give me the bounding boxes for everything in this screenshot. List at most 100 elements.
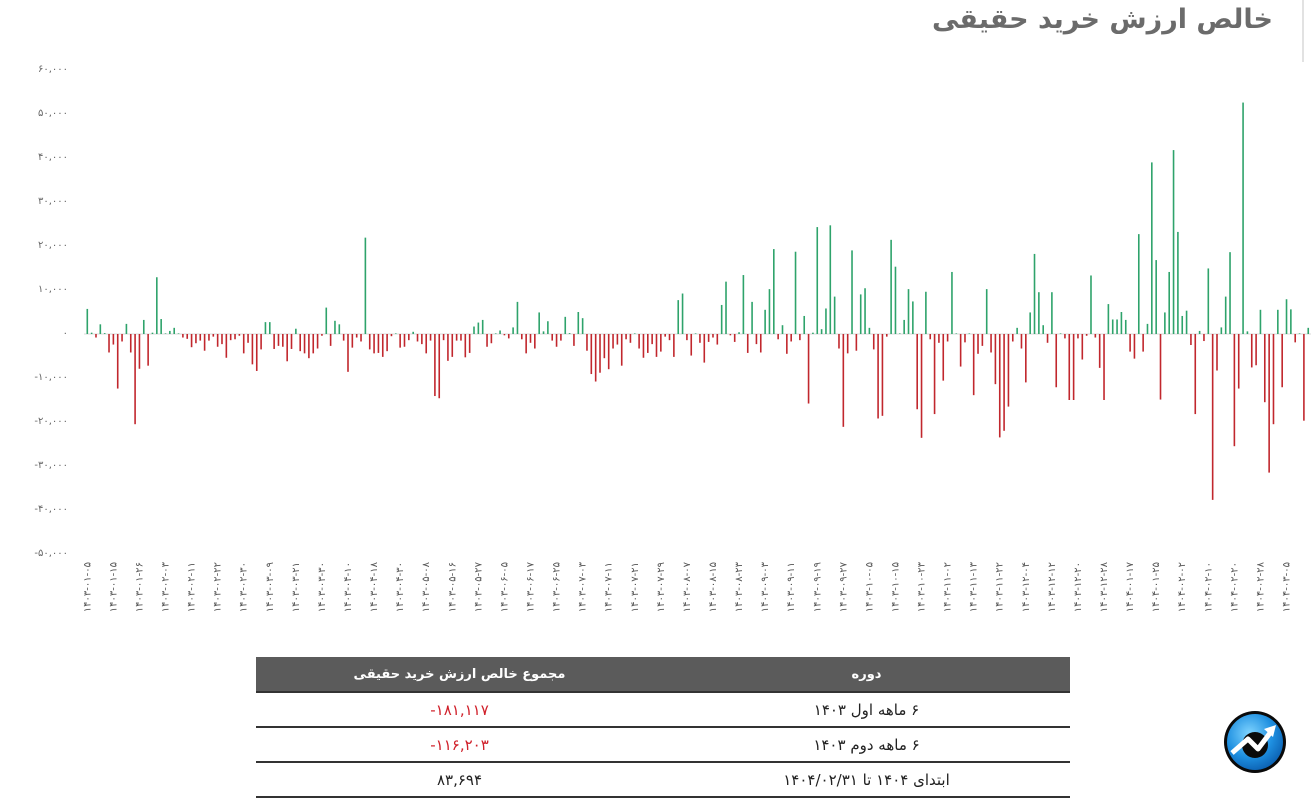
bar-positive bbox=[547, 321, 549, 334]
bar-positive bbox=[890, 239, 892, 334]
bar-negative bbox=[312, 334, 315, 354]
bar-negative bbox=[1211, 334, 1214, 500]
rising-chart-arrow-logo-icon bbox=[1224, 711, 1286, 773]
bar-negative bbox=[95, 334, 97, 338]
bar-negative bbox=[529, 334, 532, 343]
bar-positive bbox=[156, 277, 158, 334]
bar-positive bbox=[812, 332, 814, 334]
bar-negative bbox=[299, 334, 301, 352]
bar-negative bbox=[620, 334, 623, 366]
header-sum: مجموع خالص ارزش خرید حقیقی bbox=[256, 657, 663, 693]
x-tick-label: ۱۴۰۴-۰۱-۲۵ bbox=[1151, 562, 1162, 612]
bar-negative bbox=[229, 334, 232, 341]
bar-negative bbox=[972, 334, 975, 396]
bar-negative bbox=[195, 334, 197, 344]
bar-positive bbox=[903, 319, 905, 334]
bar-negative bbox=[1025, 334, 1027, 383]
bar-negative bbox=[208, 334, 210, 341]
bar-negative bbox=[777, 334, 779, 340]
bar-negative bbox=[451, 334, 454, 357]
bar-positive bbox=[1155, 260, 1157, 334]
sum-cell: ۸۳,۶۹۴ bbox=[256, 762, 663, 798]
bar-chart: ۶۰,۰۰۰ ۵۰,۰۰۰ ۴۰,۰۰۰ ۳۰,۰۰۰ ۲۰,۰۰۰ ۱۰,۰۰۰ ۰ -۱۰… bbox=[34, 64, 1311, 612]
y-tick-label: -۱۰,۰۰۰ bbox=[34, 372, 68, 383]
bar-positive bbox=[1137, 234, 1140, 334]
bar-negative bbox=[1250, 334, 1253, 368]
bar-positive bbox=[568, 333, 571, 334]
bar-negative bbox=[759, 334, 762, 353]
bar-negative bbox=[447, 334, 449, 361]
table-header-row: دوره مجموع خالص ارزش خرید حقیقی bbox=[256, 657, 1070, 693]
x-tick-label: ۱۴۰۳-۰۷-۱۱ bbox=[604, 562, 615, 612]
bar-positive bbox=[1277, 309, 1279, 334]
bar-negative bbox=[242, 334, 245, 354]
bar-negative bbox=[121, 334, 123, 342]
bar-positive bbox=[773, 249, 775, 334]
bar-negative bbox=[555, 334, 558, 347]
bar-positive bbox=[325, 307, 328, 334]
bar-positive bbox=[764, 309, 766, 334]
x-tick-label: ۱۴۰۳-۰۶-۲۵ bbox=[552, 562, 563, 612]
bar-negative bbox=[629, 334, 632, 343]
bar-negative bbox=[1081, 334, 1084, 360]
bar-positive bbox=[264, 322, 267, 334]
bar-negative bbox=[560, 334, 562, 341]
bar-negative bbox=[273, 334, 275, 349]
bar-positive bbox=[833, 296, 836, 334]
bar-negative bbox=[442, 334, 445, 341]
bar-positive bbox=[1051, 292, 1053, 334]
bar-negative bbox=[594, 334, 597, 382]
x-tick-label: ۱۴۰۳-۱۱-۱۳ bbox=[969, 561, 980, 612]
bar-negative bbox=[1303, 334, 1305, 421]
table-row: ۶ ماهه اول ۱۴۰۳ -۱۸۱,۱۱۷ bbox=[256, 692, 1070, 728]
bar-positive bbox=[825, 308, 827, 334]
bar-negative bbox=[838, 334, 840, 349]
bar-negative bbox=[933, 334, 936, 415]
bar-positive bbox=[164, 333, 167, 334]
x-tick-label: ۱۴۰۳-۰۱-۲۶ bbox=[134, 562, 145, 612]
bar-positive bbox=[1164, 312, 1166, 334]
bar-negative bbox=[381, 334, 384, 357]
bar-positive bbox=[1107, 304, 1110, 334]
bar-negative bbox=[916, 334, 918, 410]
bar-positive bbox=[581, 318, 584, 334]
x-tick-label: ۱۴۰۳-۰۸-۱۵ bbox=[708, 562, 719, 612]
x-tick-label: ۱۴۰۳-۱۲-۲۸ bbox=[1099, 561, 1110, 612]
bar-positive bbox=[1111, 319, 1114, 334]
bar-positive bbox=[803, 315, 806, 334]
bar-negative bbox=[134, 334, 136, 425]
bar-positive bbox=[1042, 325, 1044, 334]
x-tick-label: ۱۴۰۴-۰۲-۱۰ bbox=[1203, 562, 1214, 612]
bar-positive bbox=[412, 331, 414, 334]
bar-negative bbox=[699, 334, 701, 343]
y-tick-label: ۴۰,۰۰۰ bbox=[38, 152, 68, 163]
chart-title: خالص ارزش خرید حقیقی bbox=[931, 4, 1273, 35]
bar-negative bbox=[1272, 334, 1275, 425]
bar-positive bbox=[1059, 333, 1062, 334]
bar-negative bbox=[660, 334, 662, 352]
bar-negative bbox=[977, 334, 979, 354]
x-tick-label: ۱۴۰۳-۰۶-۰۵ bbox=[499, 562, 510, 612]
bar-negative bbox=[586, 334, 588, 351]
bar-negative bbox=[108, 334, 110, 353]
bar-positive bbox=[816, 227, 819, 334]
bar-negative bbox=[1011, 334, 1014, 342]
x-tick-label: ۱۴۰۳-۰۳-۲۱ bbox=[291, 562, 302, 612]
sum-cell: -۱۸۱,۱۱۷ bbox=[256, 692, 663, 728]
bar-positive bbox=[1116, 319, 1118, 334]
bar-negative bbox=[321, 334, 323, 336]
bar-positive bbox=[677, 300, 680, 334]
bar-positive bbox=[768, 289, 771, 334]
bar-positive bbox=[125, 323, 128, 334]
bar-negative bbox=[182, 334, 184, 338]
x-tick-label: ۱۴۰۳-۰۱-۱۵ bbox=[108, 562, 119, 612]
bar-positive bbox=[1290, 309, 1292, 334]
bar-negative bbox=[316, 334, 319, 349]
y-tick-label: ۱۰,۰۰۰ bbox=[38, 284, 68, 295]
bar-positive bbox=[725, 281, 727, 334]
bar-positive bbox=[1124, 319, 1127, 334]
bar-positive bbox=[1198, 330, 1201, 334]
bar-positive bbox=[781, 325, 784, 334]
x-tick-label: ۱۴۰۳-۰۹-۱۹ bbox=[812, 562, 823, 612]
bar-positive bbox=[169, 330, 171, 334]
